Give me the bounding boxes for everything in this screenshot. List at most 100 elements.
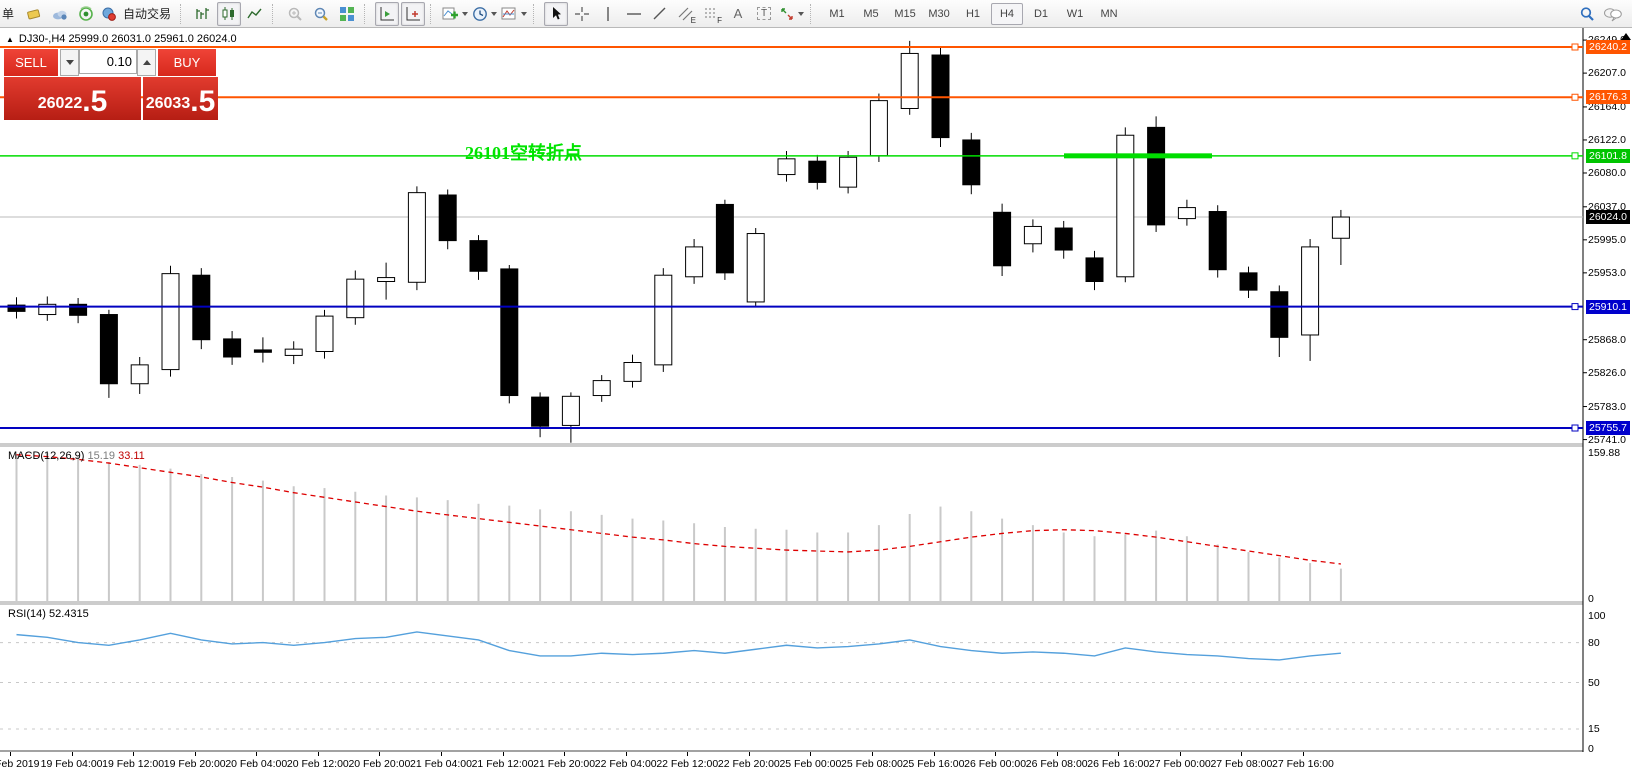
timeframe-m5[interactable]: M5 (863, 7, 879, 20)
time-label: 21 Feb 04:00 (410, 758, 472, 770)
search-icon[interactable] (1575, 2, 1599, 26)
candle-body (7, 304, 26, 312)
arrows-tool-button[interactable] (778, 2, 805, 26)
line-chart-type-icon[interactable] (243, 2, 267, 26)
time-tick (1241, 752, 1243, 756)
volume-increase-button[interactable] (137, 49, 156, 76)
sell-price[interactable]: 26022.5 (4, 77, 141, 120)
candle-body (962, 139, 981, 186)
timeframe-h4[interactable]: H4 (991, 2, 1024, 25)
bar-chart-type-icon[interactable] (191, 2, 215, 26)
fibonacci-tool-icon[interactable]: F (700, 2, 724, 26)
horizontal-line-tool-icon[interactable] (622, 2, 646, 26)
dropdown-arrow-icon (491, 11, 498, 16)
text-tool-icon[interactable]: A (733, 6, 743, 21)
timeframe-group: M1 M5 M15 M30 H1 H4 D1 W1 MN (820, 2, 1126, 25)
buy-price[interactable]: 26033.5 (143, 77, 218, 120)
time-tick (748, 752, 750, 756)
timeframe-m30[interactable]: M30 (928, 7, 950, 20)
chart-shift-icon[interactable] (401, 1, 426, 26)
timeframe-m15[interactable]: M15 (894, 7, 916, 20)
triangle-up-icon (142, 60, 151, 65)
price-line-label: 26101.8 (1586, 148, 1630, 163)
candle-body (438, 194, 457, 242)
candle-body (500, 268, 519, 397)
vertical-line-tool-icon[interactable] (596, 2, 620, 26)
scroll-up-icon[interactable] (1621, 33, 1631, 40)
price-line-label: 26240.2 (1586, 40, 1630, 54)
sell-button[interactable]: SELL (4, 49, 58, 76)
dropdown-arrow-icon (462, 11, 469, 16)
volume-decrease-button[interactable] (60, 49, 79, 76)
candle-body (1239, 272, 1258, 291)
templates-button[interactable] (500, 2, 528, 26)
autotrading-icon (101, 7, 117, 21)
timeframe-w1[interactable]: W1 (1066, 7, 1084, 20)
collapse-panel-icon[interactable]: ▲ (6, 34, 14, 44)
time-label: 22 Feb 12:00 (656, 758, 719, 770)
time-label: 21 Feb 20:00 (533, 758, 596, 770)
time-label: 25 Feb 00:00 (779, 758, 842, 770)
cloud-icon[interactable] (48, 2, 72, 26)
time-tick (194, 752, 196, 756)
timeframe-h1[interactable]: H1 (965, 7, 981, 20)
channel-tool-icon[interactable]: E (674, 2, 698, 26)
separator (180, 3, 186, 24)
indicators-icon (442, 6, 459, 22)
candle-body (1177, 207, 1196, 220)
history-center-icon[interactable] (22, 2, 46, 26)
rsi-axis-label: 0 (1588, 743, 1594, 755)
rsi-axis-label: 100 (1588, 610, 1606, 622)
zoom-out-icon[interactable] (309, 2, 333, 26)
candle-body (1147, 126, 1166, 226)
time-label: 25 Feb 08:00 (841, 758, 903, 770)
time-tick (1302, 752, 1304, 756)
time-tick (995, 752, 997, 756)
candle-body (561, 395, 580, 426)
rsi-axis-label: 50 (1588, 676, 1600, 689)
candle-body (1208, 211, 1227, 271)
autotrading-button[interactable]: 自动交易 (100, 2, 175, 26)
market-signal-icon[interactable] (74, 2, 98, 26)
dropdown-arrow-icon (798, 11, 805, 16)
timeframe-m1[interactable]: M1 (829, 7, 845, 20)
time-label: 22 Feb 04:00 (594, 758, 657, 770)
indicators-button[interactable] (441, 2, 469, 26)
tile-windows-icon[interactable] (335, 2, 359, 26)
text-label-tool-icon[interactable]: T (752, 2, 776, 26)
buy-button[interactable]: BUY (158, 49, 216, 76)
cursor-tool-icon[interactable] (544, 1, 569, 26)
time-label: 21 Feb 12:00 (471, 758, 534, 770)
candlestick-chart-type-icon[interactable] (217, 1, 242, 26)
candle-body (253, 349, 272, 353)
timeframe-d1[interactable]: D1 (1033, 7, 1049, 20)
price-axis[interactable]: 26249.026207.026164.026122.026080.026037… (1584, 28, 1632, 755)
chat-icon[interactable] (1601, 2, 1625, 26)
highlight-segment[interactable] (1064, 153, 1212, 159)
timeframe-mn[interactable]: MN (1100, 7, 1118, 20)
trendline-tool-icon[interactable] (648, 2, 672, 26)
time-label: 26 Feb 00:00 (964, 758, 1027, 770)
new-order-label: 单 (1, 7, 14, 21)
volume-input[interactable] (79, 49, 137, 74)
separator (810, 3, 816, 24)
time-tick (687, 752, 689, 756)
time-label: 19 Feb 20:00 (163, 758, 226, 770)
time-tick (1118, 752, 1120, 756)
new-order-button[interactable]: 单 (0, 2, 20, 26)
time-label: 19 Feb 12:00 (102, 758, 165, 770)
candle-body (1270, 291, 1289, 338)
time-tick (933, 752, 935, 756)
candle-body (1054, 227, 1073, 251)
candle-body (130, 364, 149, 385)
price-tick-label: 26037.0 (1588, 200, 1626, 213)
periods-button[interactable] (471, 2, 498, 26)
candle-body (531, 396, 550, 427)
candle-body (38, 303, 57, 316)
auto-scroll-icon[interactable] (375, 1, 400, 26)
crosshair-tool-icon[interactable] (570, 2, 594, 26)
zoom-in-icon[interactable] (283, 2, 307, 26)
time-tick (871, 752, 873, 756)
